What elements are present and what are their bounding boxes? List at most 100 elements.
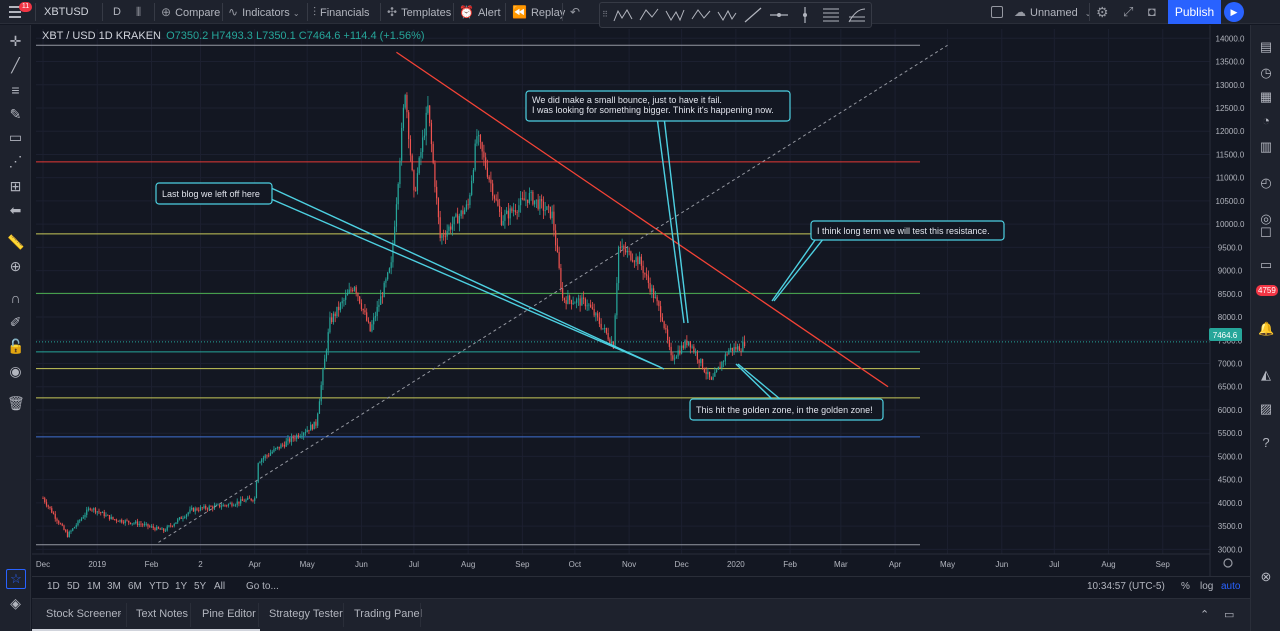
templates-button[interactable]: ✣ Templates [387, 0, 451, 24]
layers-icon[interactable]: ◈ [10, 595, 21, 611]
market-depth-icon[interactable]: ▨ [1259, 401, 1273, 416]
range-1m[interactable]: 1M [87, 581, 101, 592]
compare-button[interactable]: ⊕ Compare [161, 0, 220, 24]
text-note-icon[interactable]: ▭ [8, 129, 23, 145]
vertical-line-tool-icon[interactable] [794, 5, 816, 25]
main-menu-icon[interactable] [9, 6, 21, 18]
ideas-icon[interactable]: ◴ [1260, 175, 1272, 190]
log-scale-toggle[interactable]: log [1200, 581, 1214, 592]
abc-pattern-button[interactable] [690, 5, 712, 25]
range-ytd[interactable]: YTD [149, 581, 169, 592]
hotlist-icon[interactable]: ◔ [1262, 113, 1270, 128]
indicators-button[interactable]: ∿ Indicators ⌄ [228, 0, 304, 24]
back-arrow-icon[interactable]: ⬅ [9, 202, 22, 218]
callout-bounce[interactable]: We did make a small bounce, just to have… [525, 90, 791, 122]
percent-scale-toggle[interactable]: % [1181, 581, 1190, 592]
collapse-panel-icon[interactable]: ⌃ [1200, 609, 1210, 621]
clock-timezone[interactable]: 10:34:57 (UTC-5) [1087, 581, 1165, 592]
undo-icon[interactable]: ↶ [570, 5, 581, 19]
play-icon[interactable]: ▶ [1224, 2, 1244, 22]
tab-text-notes[interactable]: Text Notes [136, 608, 188, 620]
horizontal-ray-tool-icon[interactable] [768, 5, 790, 25]
fullscreen-icon[interactable]: ⤢ [1123, 4, 1134, 19]
order-panel-icon[interactable]: ◭ [1261, 367, 1271, 382]
brush-icon[interactable]: ✎ [9, 106, 22, 122]
calendar-icon[interactable]: ▥ [1259, 139, 1273, 154]
layout-button[interactable]: ☁ Unnamed ⌄ [1014, 0, 1095, 24]
abcd-pattern-button[interactable] [638, 5, 660, 25]
candle-body [282, 444, 284, 446]
fib-retracement-tool-icon[interactable] [820, 5, 842, 25]
alert-button[interactable]: ⏰ Alert [459, 0, 501, 24]
wxy-pattern-button[interactable] [716, 5, 738, 25]
auto-scale-toggle[interactable]: auto [1221, 581, 1241, 592]
ruler-icon[interactable]: 📏 [7, 234, 25, 250]
chevron-down-icon: ⌄ [292, 9, 300, 18]
range-1d[interactable]: 1D [47, 581, 60, 592]
candle-body [485, 157, 487, 168]
lock-icon[interactable]: 🔓 [7, 338, 25, 354]
tab-stock-screener[interactable]: Stock Screener [46, 608, 122, 620]
candle-body [462, 210, 464, 215]
chevron-down-icon[interactable]: ⌄ [116, 608, 123, 617]
watchlist-icon[interactable]: ▤ [1259, 39, 1273, 54]
streams-icon[interactable]: ◎ [1260, 211, 1272, 226]
candle-body [411, 155, 413, 171]
wxyz-pattern-button[interactable] [664, 5, 686, 25]
pin-icon[interactable]: ⊗ [1260, 569, 1272, 584]
zoom-in-icon[interactable]: ⊕ [9, 258, 22, 274]
publish-button[interactable]: Publish [1168, 0, 1221, 24]
settings-gear-icon[interactable]: ⚙ [1096, 4, 1109, 20]
range-1y[interactable]: 1Y [175, 581, 188, 592]
eye-icon[interactable]: ◉ [9, 363, 22, 379]
financials-button[interactable]: ⫶ Financials [313, 0, 370, 24]
tab-trading-panel[interactable]: Trading Panel [354, 608, 423, 620]
tab-pine-editor[interactable]: Pine Editor [202, 608, 256, 620]
callout-resistance[interactable]: I think long term we will test this resi… [810, 220, 1005, 241]
range-5y[interactable]: 5Y [194, 581, 207, 592]
symbol-legend[interactable]: XBT / USD 1D KRAKEN O7350.2 H7493.3 L735… [42, 30, 425, 42]
range-5d[interactable]: 5D [67, 581, 80, 592]
drag-handle-icon[interactable]: ⠿ [602, 10, 608, 19]
callout-golden-zone[interactable]: This hit the golden zone, in the golden … [689, 398, 884, 421]
help-icon[interactable]: ? [1262, 435, 1270, 450]
candle-body [58, 521, 60, 524]
interval-button[interactable]: D [113, 6, 121, 18]
magnet-icon[interactable]: ∩ [10, 290, 21, 306]
time-tick-label: 2 [198, 560, 203, 569]
trash-icon[interactable]: 🗑 [7, 395, 25, 411]
candle-body [145, 523, 147, 525]
pattern-icon[interactable]: ⋰ [8, 153, 23, 169]
range-3m[interactable]: 3M [107, 581, 121, 592]
trend-line-tool-icon[interactable] [742, 5, 764, 25]
callout-last-blog[interactable]: Last blog we left off here [155, 182, 273, 205]
fib-channel-tool-icon[interactable] [846, 5, 868, 25]
maximize-panel-icon[interactable]: ▭ [1224, 609, 1235, 621]
goto-date-button[interactable]: Go to... [246, 581, 279, 592]
notifications-bell-icon[interactable]: 🔔 [1258, 321, 1275, 336]
symbol-search[interactable]: XBTUSD [44, 6, 89, 18]
range-all[interactable]: All [214, 581, 226, 592]
camera-icon[interactable]: ◘ [1148, 4, 1156, 19]
stay-in-drawing-mode-icon[interactable]: ✐ [9, 314, 22, 330]
price-tick-label: 3500.0 [1218, 522, 1243, 531]
candle-body [731, 347, 733, 351]
crosshair-icon[interactable]: ✛ [9, 33, 22, 49]
chats-icon[interactable]: ▭ [1259, 257, 1273, 272]
fullscreen-square-icon[interactable] [991, 6, 1003, 18]
chart-style-icon[interactable]: ⫴ [136, 5, 142, 19]
data-window-icon[interactable]: ▦ [1259, 89, 1273, 104]
xabcd-pattern-button[interactable] [612, 5, 634, 25]
toolbar-divider [102, 3, 103, 21]
star-icon[interactable]: ☆ [6, 569, 26, 589]
pitchfork-icon[interactable]: ≡ [11, 82, 20, 98]
chat-icon[interactable]: ☐ [1260, 225, 1272, 240]
range-6m[interactable]: 6M [128, 581, 142, 592]
replay-button[interactable]: ⏪ Replay [512, 0, 565, 24]
trend-line-icon[interactable]: ╱ [11, 57, 20, 73]
price-chart[interactable]: We did make a small bounce, just to have… [32, 25, 1250, 576]
alerts-clock-icon[interactable]: ◷ [1260, 65, 1272, 80]
forecast-icon[interactable]: ⊞ [9, 178, 22, 194]
chart-pane[interactable]: We did make a small bounce, just to have… [32, 25, 1250, 576]
tab-strategy-tester[interactable]: Strategy Tester [269, 608, 343, 620]
